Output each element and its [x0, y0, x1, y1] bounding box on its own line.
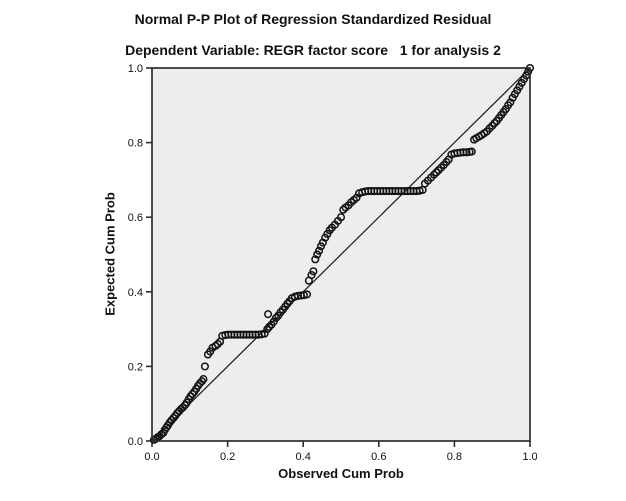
- data-point-marker: [213, 339, 222, 349]
- data-point-marker: [263, 325, 272, 334]
- y-tick-label: 0.2: [128, 361, 143, 373]
- data-point-marker: [490, 119, 499, 128]
- x-tick-label: 0.0: [144, 451, 159, 463]
- data-point-marker: [265, 322, 274, 331]
- y-tick-label: 1.0: [128, 63, 143, 75]
- data-point-marker: [263, 310, 273, 319]
- data-point-marker: [467, 147, 476, 156]
- data-point-marker: [462, 148, 471, 157]
- data-point-marker: [302, 290, 312, 299]
- x-axis-label: Observed Cum Prob: [278, 466, 404, 481]
- chart-subtitle: Dependent Variable: REGR factor score 1 …: [125, 42, 501, 58]
- data-point-marker: [506, 98, 515, 107]
- data-point-marker: [178, 403, 188, 412]
- x-tick-label: 1.0: [522, 451, 537, 463]
- data-point-marker: [271, 313, 281, 322]
- y-tick-label: 0.0: [128, 436, 143, 448]
- plot-frame: [151, 67, 531, 442]
- data-point-marker: [169, 413, 178, 422]
- data-point-marker: [188, 389, 197, 399]
- data-point-marker: [315, 246, 324, 255]
- data-point-marker: [199, 375, 208, 384]
- data-point-marker: [429, 170, 439, 179]
- x-tick-label: 0.6: [371, 451, 386, 463]
- data-point-marker: [309, 267, 318, 276]
- data-point-marker: [336, 213, 346, 222]
- data-point-marker: [311, 255, 320, 264]
- chart-title: Normal P-P Plot of Regression Standardiz…: [134, 11, 492, 27]
- reference-line: [151, 67, 531, 442]
- x-tick-label: 0.2: [220, 451, 235, 463]
- data-point-marker: [432, 168, 441, 177]
- data-point-marker: [200, 362, 209, 371]
- data-point-marker: [339, 205, 348, 214]
- x-tick-label: 0.8: [447, 451, 462, 463]
- x-tick-label: 0.4: [296, 451, 311, 463]
- y-tick-label: 0.4: [128, 287, 143, 299]
- y-tick-label: 0.6: [128, 212, 143, 224]
- y-tick-label: 0.8: [128, 138, 143, 150]
